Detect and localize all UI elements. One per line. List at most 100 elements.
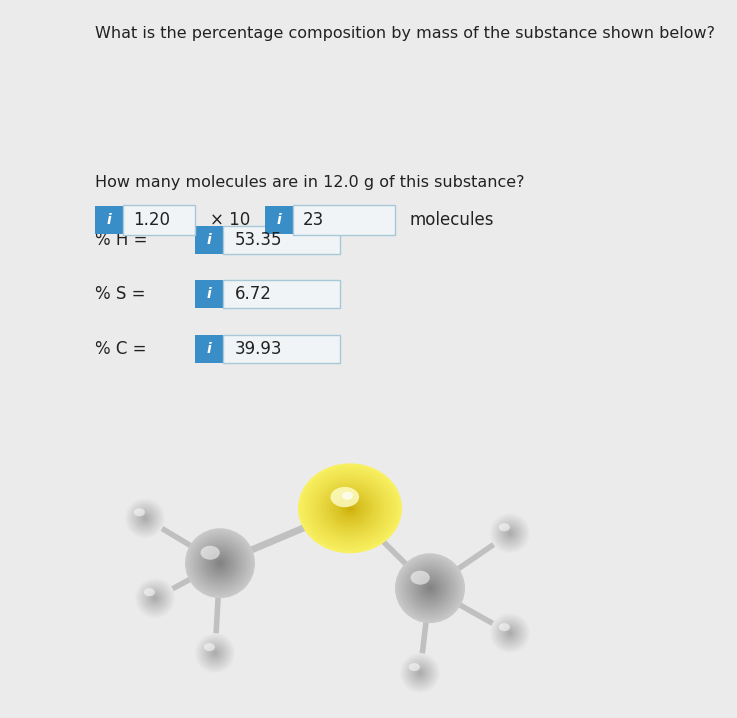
Ellipse shape bbox=[504, 528, 516, 538]
Ellipse shape bbox=[306, 470, 394, 546]
Text: 39.93: 39.93 bbox=[235, 340, 282, 358]
Ellipse shape bbox=[314, 477, 386, 540]
Ellipse shape bbox=[413, 571, 447, 606]
Ellipse shape bbox=[130, 503, 161, 533]
Ellipse shape bbox=[418, 671, 422, 676]
FancyBboxPatch shape bbox=[223, 335, 340, 363]
Ellipse shape bbox=[499, 523, 510, 531]
FancyBboxPatch shape bbox=[265, 205, 293, 233]
Ellipse shape bbox=[411, 571, 430, 584]
Ellipse shape bbox=[428, 587, 432, 590]
Ellipse shape bbox=[506, 629, 514, 638]
Ellipse shape bbox=[209, 646, 222, 660]
Ellipse shape bbox=[187, 530, 253, 596]
Ellipse shape bbox=[413, 666, 427, 680]
FancyBboxPatch shape bbox=[195, 335, 223, 363]
Ellipse shape bbox=[148, 592, 161, 605]
Ellipse shape bbox=[139, 513, 150, 524]
Ellipse shape bbox=[414, 668, 425, 679]
Text: 23: 23 bbox=[303, 210, 324, 228]
Text: × 10: × 10 bbox=[210, 210, 251, 228]
Ellipse shape bbox=[211, 648, 220, 658]
Ellipse shape bbox=[134, 507, 156, 529]
Ellipse shape bbox=[501, 524, 519, 542]
Ellipse shape bbox=[508, 631, 512, 635]
Ellipse shape bbox=[502, 526, 518, 541]
Ellipse shape bbox=[329, 490, 371, 526]
Ellipse shape bbox=[402, 656, 438, 691]
FancyBboxPatch shape bbox=[223, 281, 340, 309]
Ellipse shape bbox=[509, 532, 511, 534]
Ellipse shape bbox=[202, 640, 228, 666]
Ellipse shape bbox=[409, 663, 420, 671]
Ellipse shape bbox=[503, 627, 517, 640]
Ellipse shape bbox=[206, 644, 224, 662]
Ellipse shape bbox=[200, 638, 231, 668]
Ellipse shape bbox=[345, 504, 355, 513]
Ellipse shape bbox=[491, 514, 529, 552]
Ellipse shape bbox=[147, 590, 163, 606]
Ellipse shape bbox=[497, 520, 523, 546]
Ellipse shape bbox=[405, 563, 455, 613]
Ellipse shape bbox=[152, 595, 158, 602]
Ellipse shape bbox=[142, 515, 148, 521]
Ellipse shape bbox=[502, 625, 518, 641]
Ellipse shape bbox=[407, 565, 453, 612]
Ellipse shape bbox=[395, 554, 465, 623]
Text: % C =: % C = bbox=[95, 340, 152, 358]
Ellipse shape bbox=[412, 666, 427, 681]
Ellipse shape bbox=[342, 492, 353, 500]
Ellipse shape bbox=[506, 630, 514, 636]
Ellipse shape bbox=[130, 504, 159, 533]
FancyBboxPatch shape bbox=[293, 205, 395, 235]
Ellipse shape bbox=[298, 463, 402, 554]
Ellipse shape bbox=[308, 472, 391, 544]
Text: 6.72: 6.72 bbox=[235, 286, 272, 304]
Text: i: i bbox=[206, 342, 212, 356]
Ellipse shape bbox=[319, 481, 381, 535]
Ellipse shape bbox=[416, 670, 423, 676]
Ellipse shape bbox=[150, 594, 159, 602]
Ellipse shape bbox=[195, 633, 235, 673]
Ellipse shape bbox=[321, 484, 379, 533]
Ellipse shape bbox=[335, 495, 366, 522]
Ellipse shape bbox=[410, 663, 430, 683]
Ellipse shape bbox=[491, 615, 529, 652]
Ellipse shape bbox=[185, 528, 255, 598]
Ellipse shape bbox=[139, 512, 152, 525]
Ellipse shape bbox=[153, 596, 157, 600]
Ellipse shape bbox=[403, 561, 457, 615]
Ellipse shape bbox=[301, 465, 399, 551]
Ellipse shape bbox=[198, 542, 242, 584]
Ellipse shape bbox=[503, 526, 517, 540]
Ellipse shape bbox=[195, 538, 245, 589]
Ellipse shape bbox=[426, 584, 434, 592]
Ellipse shape bbox=[196, 634, 234, 672]
Ellipse shape bbox=[492, 615, 528, 651]
Ellipse shape bbox=[324, 486, 376, 531]
Ellipse shape bbox=[408, 567, 451, 610]
Ellipse shape bbox=[422, 580, 438, 596]
Ellipse shape bbox=[405, 658, 434, 688]
Text: i: i bbox=[107, 213, 111, 227]
Ellipse shape bbox=[204, 548, 236, 579]
Ellipse shape bbox=[425, 582, 436, 594]
Ellipse shape bbox=[144, 588, 155, 596]
Ellipse shape bbox=[135, 578, 175, 618]
Ellipse shape bbox=[495, 617, 525, 648]
Text: What is the percentage composition by mass of the substance shown below?: What is the percentage composition by ma… bbox=[95, 26, 715, 41]
Ellipse shape bbox=[146, 589, 164, 607]
Ellipse shape bbox=[137, 580, 172, 616]
Ellipse shape bbox=[204, 643, 215, 651]
Ellipse shape bbox=[206, 550, 234, 577]
Ellipse shape bbox=[198, 636, 231, 670]
Ellipse shape bbox=[490, 513, 530, 554]
Ellipse shape bbox=[126, 500, 164, 537]
Ellipse shape bbox=[501, 624, 519, 642]
Text: molecules: molecules bbox=[410, 210, 495, 228]
Ellipse shape bbox=[209, 551, 231, 575]
Ellipse shape bbox=[420, 579, 440, 598]
Ellipse shape bbox=[191, 534, 249, 592]
Ellipse shape bbox=[133, 506, 157, 531]
Ellipse shape bbox=[403, 656, 436, 690]
